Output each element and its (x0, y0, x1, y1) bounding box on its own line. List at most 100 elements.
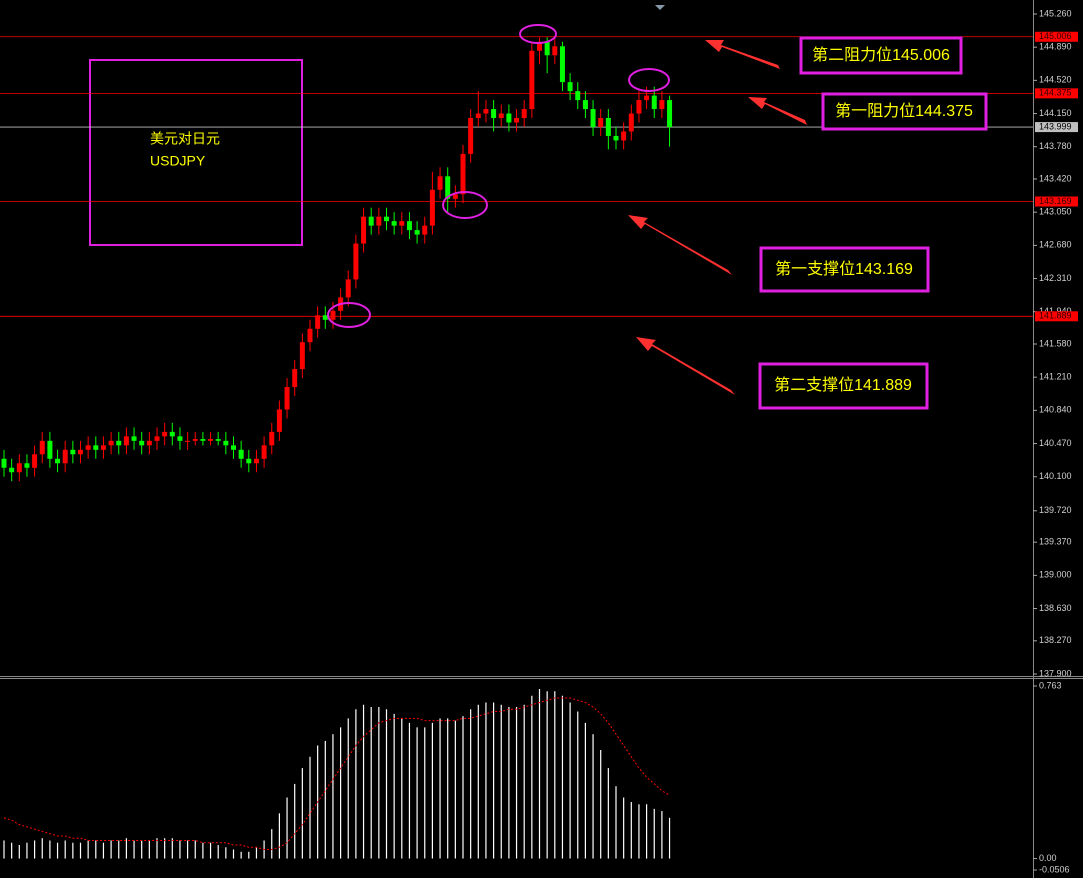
candle-body (605, 118, 611, 136)
candle-body (429, 189, 435, 226)
annotation-box (799, 36, 963, 75)
candle-body (567, 82, 573, 92)
y-tick-label: 139.720 (1039, 505, 1072, 515)
signal-line (3, 697, 670, 851)
candle-body (353, 243, 359, 280)
candle-body (460, 153, 466, 195)
arrow (636, 337, 735, 395)
annotation-box (758, 362, 929, 410)
highlight-ellipse (327, 302, 371, 328)
candle-body (169, 431, 175, 437)
candle-body (62, 449, 68, 464)
candle-body (322, 315, 328, 320)
y-tick-label: 140.840 (1039, 405, 1072, 415)
candle-body (506, 113, 512, 123)
candle-body (223, 440, 229, 446)
y-tick-label: 140.100 (1039, 471, 1072, 481)
candle-body (598, 118, 604, 127)
candle-body (70, 449, 76, 455)
highlight-ellipse (519, 24, 557, 44)
y-tick-label: 145.260 (1039, 8, 1072, 18)
candle-body (55, 458, 61, 464)
candle-body (437, 176, 443, 190)
candle-body (131, 436, 137, 441)
level-label: 143.169 (1039, 196, 1072, 206)
candle-body (315, 315, 321, 329)
level-label: 141.889 (1039, 311, 1072, 321)
candle-body (307, 328, 313, 343)
y-tick-label: 0.00 (1039, 853, 1057, 863)
candle-body (32, 454, 38, 468)
candle-body (100, 445, 106, 450)
candle-body (483, 109, 489, 114)
candle-body (9, 467, 15, 473)
candle-body (93, 445, 99, 450)
candle-body (208, 439, 214, 441)
candle-body (269, 431, 275, 446)
candle-body (284, 387, 290, 410)
candle-body (231, 445, 236, 450)
oscillator-plot (3, 688, 671, 859)
level-label: 145.006 (1039, 31, 1072, 41)
candle-body (445, 176, 451, 199)
symbol-box (89, 59, 303, 246)
candle-body (537, 41, 542, 51)
level-label: 144.375 (1039, 88, 1072, 98)
candle-body (345, 279, 351, 298)
shift-marker (655, 5, 665, 10)
arrow (748, 97, 807, 125)
candle-body (1, 458, 7, 468)
candle-body (621, 131, 627, 141)
candle-body (613, 135, 619, 141)
symbol-code: USDJPY (150, 153, 206, 169)
candle-body (361, 216, 367, 244)
candle-body (651, 95, 657, 110)
y-tick-label: 137.900 (1039, 668, 1072, 678)
y-tick-label: 138.630 (1039, 603, 1072, 613)
candle-body (636, 100, 642, 114)
candle-body (146, 440, 152, 446)
candle-body (452, 194, 458, 199)
candle-body (108, 440, 114, 446)
candle-body (39, 440, 45, 455)
candle-body (253, 458, 259, 464)
candle-body (667, 100, 673, 128)
y-tick-label: 143.780 (1039, 141, 1072, 151)
symbol-name: 美元对日元 (150, 131, 220, 147)
level-label-bg (1035, 196, 1078, 207)
y-tick-label: 139.000 (1039, 570, 1072, 580)
highlight-ellipse (628, 68, 670, 92)
candle-body (78, 449, 83, 455)
candle-body (644, 95, 650, 101)
y-tick-label: 139.370 (1039, 537, 1072, 547)
candle-body (498, 113, 504, 119)
candle-body (544, 41, 550, 56)
candle-body (200, 439, 206, 441)
candle-body (514, 118, 520, 123)
candle-body (85, 445, 91, 450)
candle-body (116, 440, 122, 446)
y-tick-label: 142.680 (1039, 240, 1072, 250)
candle-body (659, 100, 665, 110)
candle-body (521, 109, 527, 119)
candle-body (368, 216, 374, 226)
y-tick-label: 141.210 (1039, 372, 1072, 382)
y-tick-label: 142.310 (1039, 273, 1072, 283)
highlights (327, 24, 670, 328)
level-label: 143.999 (1039, 121, 1072, 131)
candle-body (276, 409, 282, 432)
candle-body (575, 91, 581, 101)
y-tick-label: 138.270 (1039, 635, 1072, 645)
arrows (628, 40, 807, 395)
candle-body (628, 113, 634, 132)
y-tick-label: 141.940 (1039, 306, 1072, 316)
y-tick-label: 140.470 (1039, 438, 1072, 448)
candle-body (399, 221, 405, 226)
candle-body (468, 118, 474, 154)
candle-body (47, 440, 53, 459)
candle-body (192, 439, 198, 441)
y-tick-label: 143.420 (1039, 173, 1072, 183)
annotations: 第二阻力位145.006 第一阻力位144.375 第一支撑位143.169 第… (758, 36, 988, 410)
candle-body (139, 440, 145, 446)
candle-body (559, 46, 565, 83)
